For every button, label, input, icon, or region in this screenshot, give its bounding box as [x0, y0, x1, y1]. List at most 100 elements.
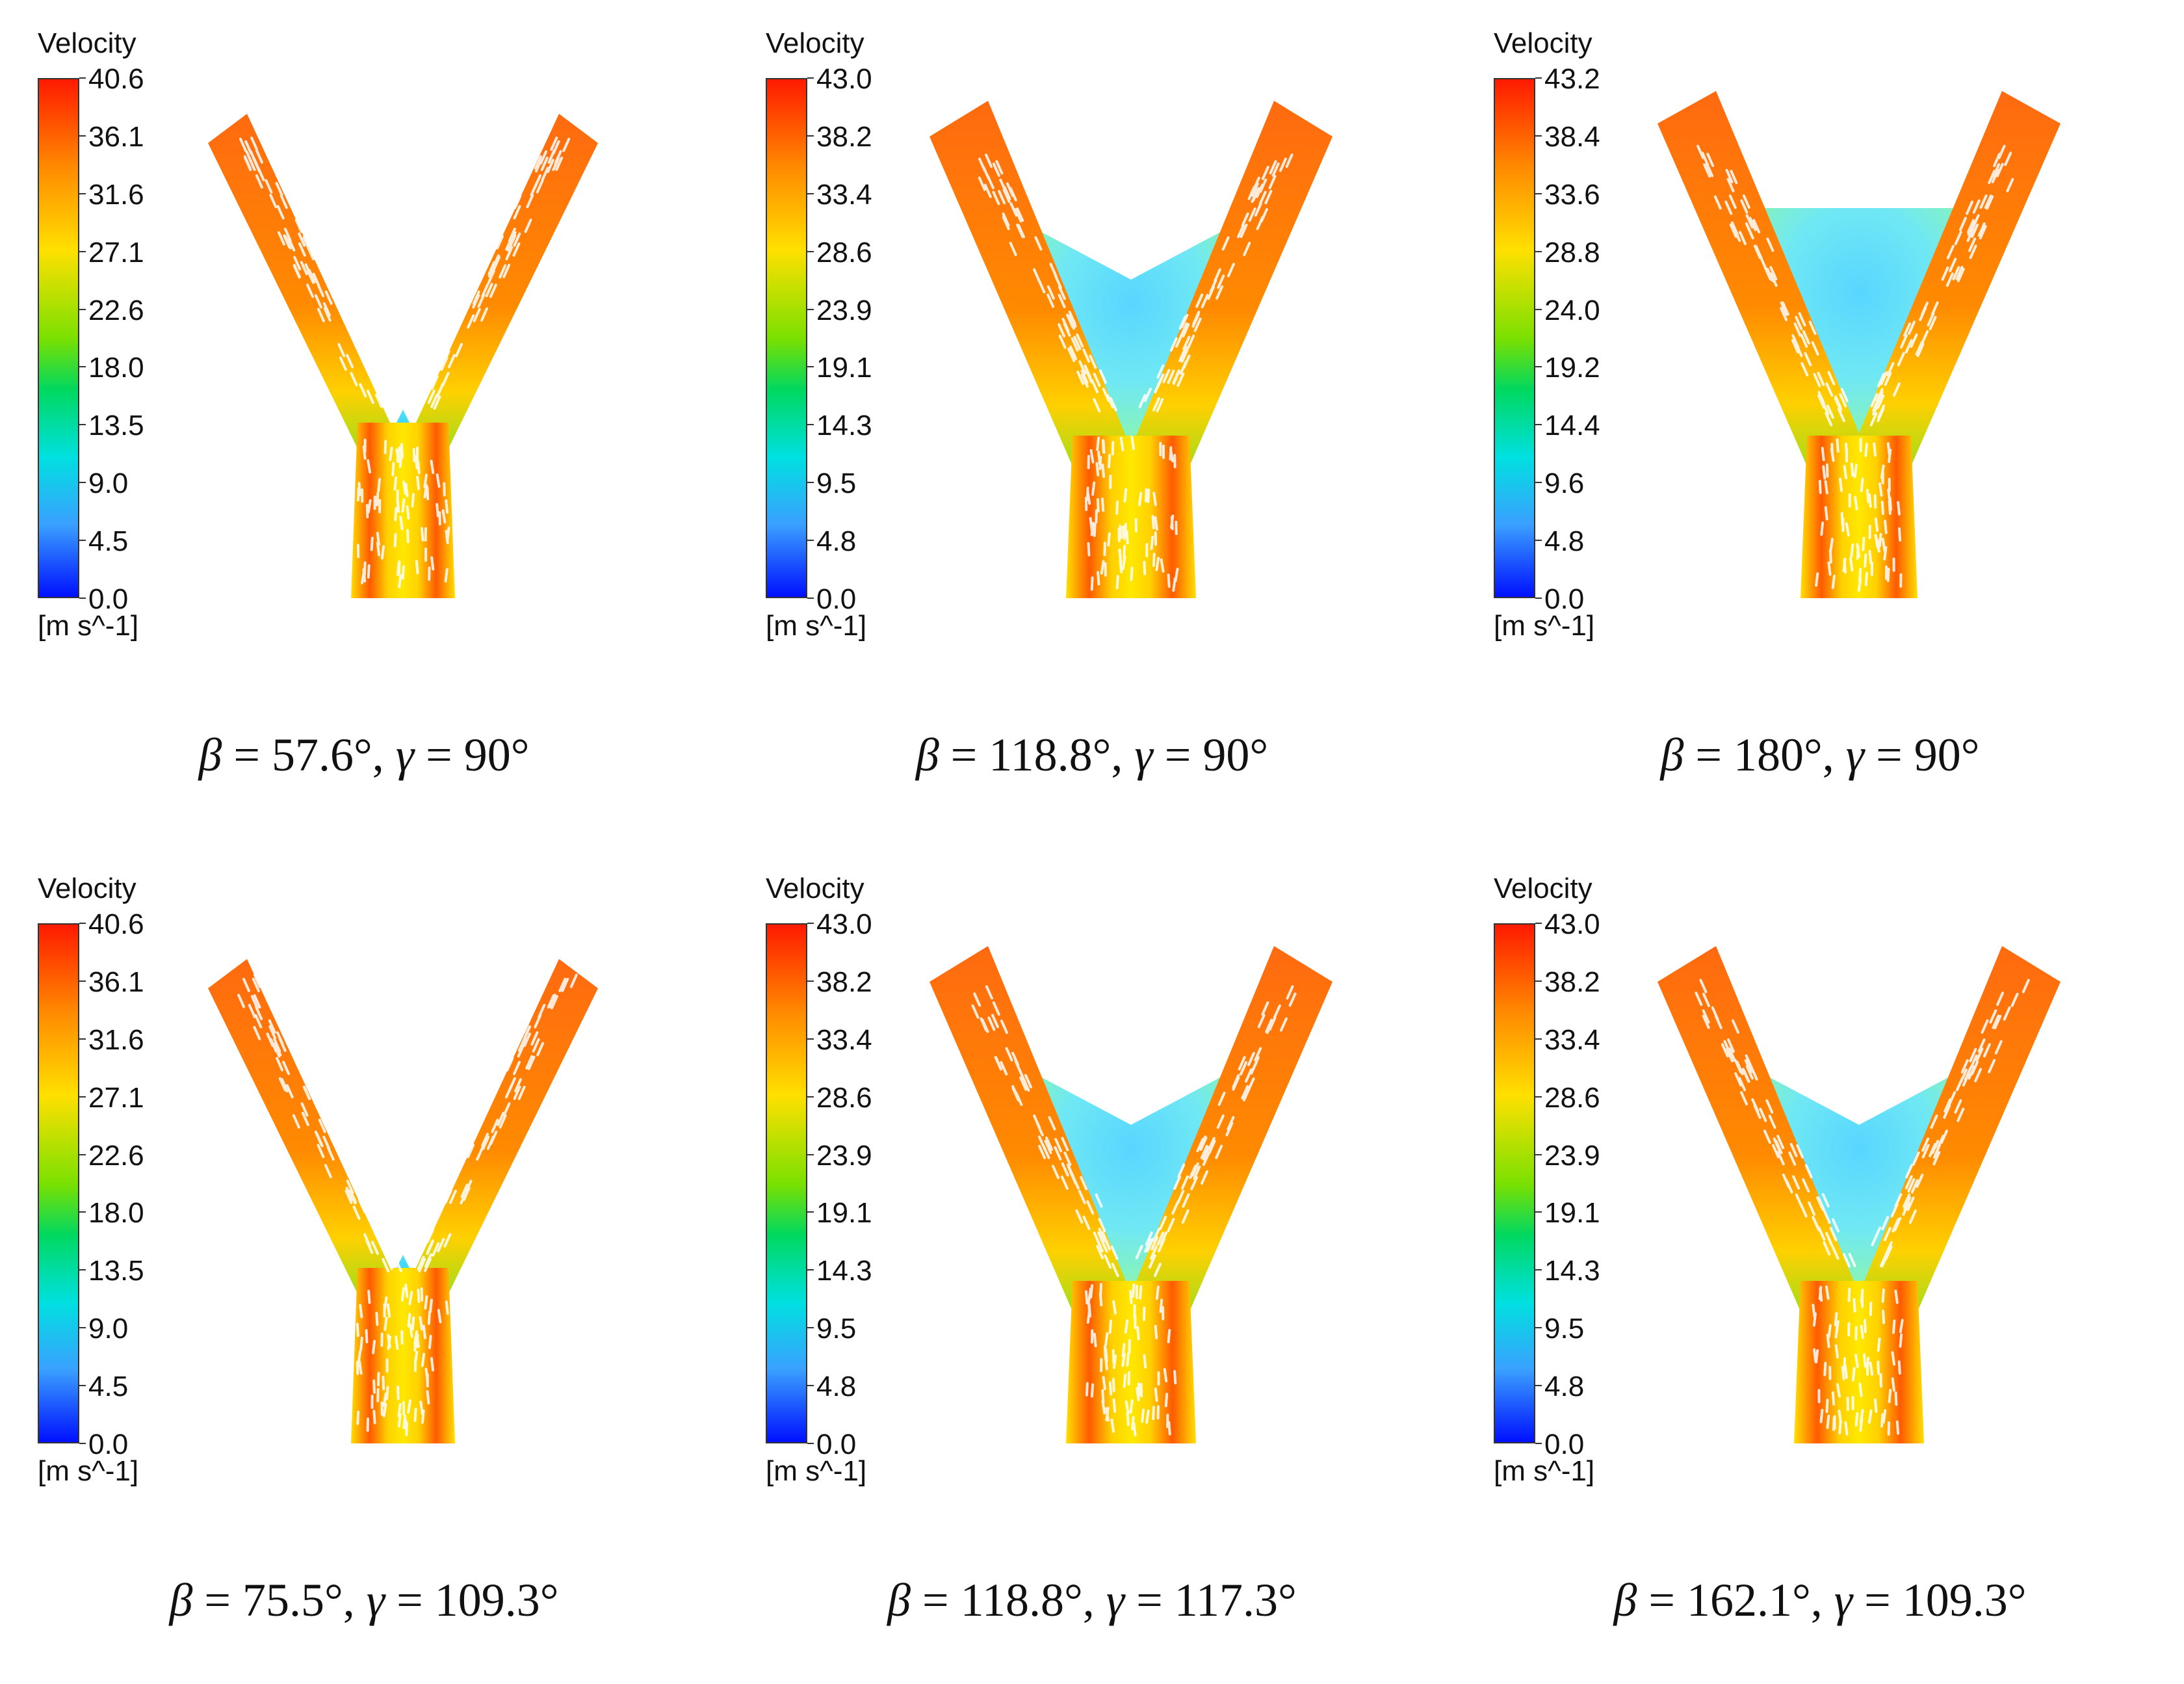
- vector-arrow: [1860, 1384, 1862, 1396]
- vector-arrow: [403, 566, 404, 578]
- colorbar-tick-mark: [79, 540, 86, 541]
- vector-arrow: [1113, 1302, 1115, 1313]
- colorbar-tick-label: 38.2: [816, 968, 872, 997]
- colorbar-tick-mark: [79, 1211, 86, 1213]
- vector-arrow: [1867, 1358, 1869, 1370]
- vector-arrow: [1128, 1373, 1129, 1384]
- colorbar-tick-label: 22.6: [88, 1142, 144, 1170]
- vector-arrow: [1089, 1289, 1090, 1300]
- colorbar-tick-mark: [1535, 1443, 1542, 1444]
- vector-arrow: [1165, 1369, 1167, 1381]
- vector-arrow: [364, 570, 365, 581]
- right-branch: [416, 959, 598, 1307]
- vector-arrow: [437, 475, 439, 486]
- vector-arrow: [388, 1305, 389, 1317]
- unit-label: [m s^-1]: [766, 1455, 866, 1488]
- vector-arrow: [1096, 510, 1097, 522]
- vector-arrow: [1173, 579, 1175, 590]
- colorbar-tick-label: 28.8: [1544, 239, 1600, 267]
- vector-arrow: [344, 315, 350, 327]
- vector-arrow: [1133, 1285, 1134, 1296]
- colorbar-tick-label: 28.6: [816, 1084, 872, 1112]
- vector-arrow: [1865, 555, 1866, 566]
- vector-arrow: [422, 1354, 424, 1366]
- colorbar-tick-label: 27.1: [88, 239, 144, 267]
- vector-arrow: [1863, 538, 1864, 550]
- vector-arrow: [376, 1313, 377, 1324]
- vector-arrow: [398, 448, 400, 460]
- beta-value: 180°: [1734, 729, 1823, 781]
- velocity-contour-plot: [1651, 930, 2067, 1450]
- colorbar-tick-label: 40.6: [88, 910, 144, 939]
- vector-arrow: [1102, 465, 1104, 477]
- vector-arrow: [396, 1337, 397, 1349]
- vector-arrow: [388, 1335, 390, 1347]
- colorbar-tick-label: 13.5: [88, 1257, 144, 1285]
- vector-arrow: [1852, 464, 1853, 475]
- colorbar-tick-label: 43.0: [1544, 910, 1600, 939]
- vector-arrow: [1103, 1377, 1104, 1389]
- vector-arrow: [404, 482, 406, 493]
- colorbar-tick-mark: [807, 1443, 814, 1444]
- vector-arrow: [1883, 1311, 1884, 1322]
- colorbar-tick-label: 14.3: [816, 412, 872, 440]
- vector-arrow: [1869, 1411, 1871, 1423]
- vector-arrow: [406, 1423, 407, 1435]
- vector-arrow: [360, 1305, 361, 1317]
- colorbar-tick-mark: [1535, 1269, 1542, 1270]
- colorbar-tick-mark: [79, 77, 86, 79]
- vector-arrow: [1884, 547, 1886, 559]
- vector-arrow: [1102, 1401, 1104, 1413]
- vector-arrow: [432, 558, 433, 570]
- vector-arrow: [401, 446, 402, 458]
- vector-arrow: [358, 488, 359, 500]
- colorbar-tick-label: 9.5: [816, 469, 856, 498]
- colorbar-tick-label: 38.2: [816, 123, 872, 151]
- vector-arrow: [1169, 1330, 1170, 1342]
- unit-label: [m s^-1]: [38, 610, 138, 642]
- beta-value: 118.8°: [989, 729, 1111, 781]
- vector-arrow: [395, 508, 396, 520]
- vector-arrow: [443, 510, 445, 522]
- vector-arrow: [1095, 1334, 1096, 1346]
- colorbar-tick-mark: [1535, 366, 1542, 367]
- colorbar-tick-mark: [807, 1327, 814, 1328]
- gamma-value: 109.3°: [1903, 1574, 2027, 1626]
- colorbar-tick-label: 14.3: [1544, 1257, 1600, 1285]
- vector-arrow: [1820, 1289, 1821, 1300]
- colorbar-tick-mark: [1535, 482, 1542, 483]
- colorbar-tick-mark: [1535, 424, 1542, 425]
- colorbar-tick-mark: [1535, 77, 1542, 79]
- colorbar-tick-label: 33.4: [816, 181, 872, 209]
- vector-arrow: [1140, 1287, 1141, 1298]
- colorbar-tick-mark: [79, 366, 86, 367]
- vector-arrow: [1102, 499, 1103, 510]
- colorbar-tick-mark: [79, 424, 86, 425]
- vector-arrow: [1098, 452, 1100, 464]
- right-branch: [416, 114, 598, 462]
- vector-arrow: [1112, 1420, 1113, 1432]
- gamma-value: 90°: [464, 729, 530, 781]
- vector-arrow: [378, 543, 379, 555]
- colorbar-tick-label: 4.5: [88, 527, 128, 556]
- vector-arrow: [373, 1341, 374, 1353]
- vector-arrow: [1119, 550, 1121, 562]
- vector-arrow: [1828, 1335, 1829, 1347]
- vector-arrow: [367, 505, 368, 517]
- gamma-value: 109.3°: [435, 1574, 559, 1626]
- vector-arrow: [1132, 437, 1134, 449]
- vector-arrow: [1866, 573, 1867, 585]
- vector-arrow: [389, 397, 394, 408]
- gamma-value: 90°: [1914, 729, 1980, 781]
- equals-sign: =: [222, 729, 272, 781]
- colorbar-tick-label: 22.6: [88, 296, 144, 325]
- vector-arrow: [424, 485, 426, 497]
- colorbar-tick-mark: [1535, 540, 1542, 541]
- colorbar-tick-label: 36.1: [88, 968, 144, 997]
- vector-arrow: [421, 1402, 422, 1414]
- vector-arrow: [1130, 1291, 1131, 1303]
- colorbar-tick-mark: [79, 193, 86, 194]
- vector-arrow: [1103, 440, 1104, 452]
- colorbar-tick-label: 43.0: [816, 65, 872, 94]
- vector-arrow: [1088, 544, 1089, 555]
